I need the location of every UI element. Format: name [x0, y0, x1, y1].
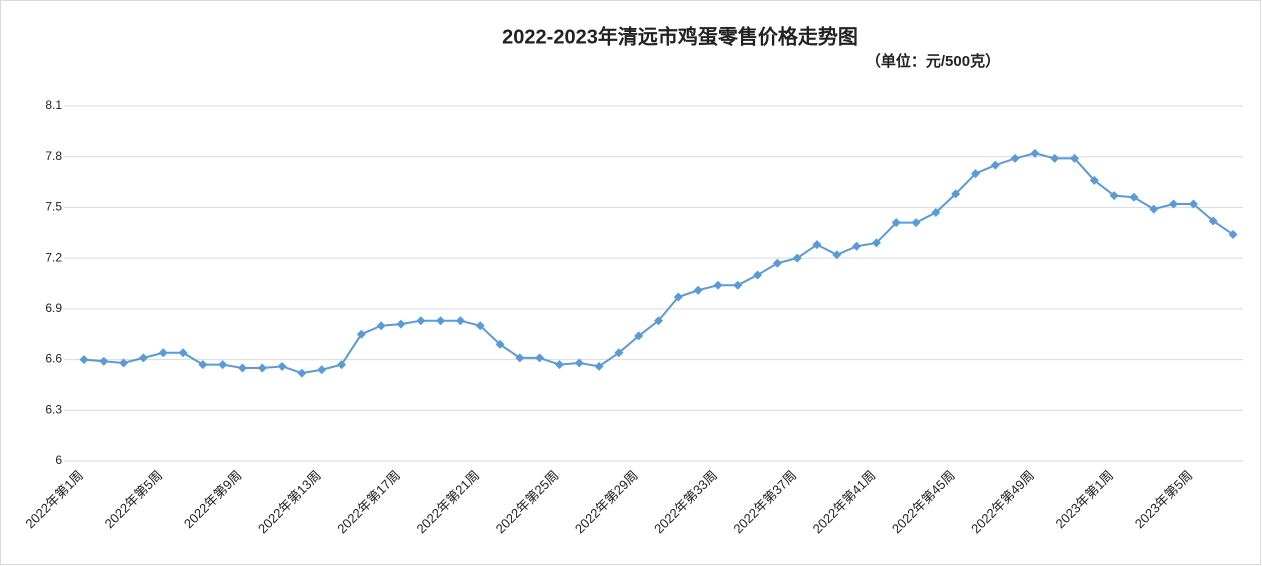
marker [1188, 199, 1198, 209]
marker [554, 360, 564, 370]
marker [396, 319, 406, 329]
marker [416, 316, 426, 326]
marker [158, 348, 168, 358]
marker [693, 285, 703, 295]
marker [1129, 192, 1139, 202]
marker [317, 365, 327, 375]
marker [812, 240, 822, 250]
marker [1208, 216, 1218, 226]
marker [614, 348, 624, 358]
marker [713, 280, 723, 290]
marker [337, 360, 347, 370]
marker [911, 218, 921, 228]
marker [891, 218, 901, 228]
marker [931, 208, 941, 217]
marker [1109, 191, 1119, 201]
marker [455, 316, 465, 326]
marker [495, 339, 505, 349]
marker [535, 353, 545, 363]
marker [99, 356, 109, 366]
marker [277, 361, 287, 371]
marker [654, 316, 663, 326]
marker [475, 321, 485, 331]
marker [198, 360, 208, 370]
y-tick-label: 6.6 [45, 352, 62, 366]
marker [436, 316, 446, 326]
marker [970, 169, 980, 179]
marker [119, 358, 129, 368]
marker [1089, 175, 1099, 185]
marker [1030, 148, 1040, 158]
marker [356, 329, 366, 339]
marker [297, 368, 307, 378]
marker [257, 363, 267, 373]
marker [79, 355, 89, 365]
marker [594, 361, 604, 371]
marker [1050, 153, 1060, 163]
marker [871, 238, 881, 248]
marker [237, 363, 247, 373]
marker [376, 321, 386, 331]
marker [1149, 204, 1159, 214]
marker [733, 280, 743, 290]
y-tick-label: 8.1 [45, 98, 62, 112]
marker [852, 241, 862, 251]
y-tick-label: 7.5 [45, 200, 62, 214]
marker [673, 292, 683, 302]
y-tick-label: 7.8 [45, 149, 62, 163]
chart-subtitle: （单位：元/500克） [866, 52, 1000, 70]
chart-title: 2022-2023年清远市鸡蛋零售价格走势图 [502, 24, 858, 48]
marker [1228, 229, 1238, 239]
marker [515, 353, 525, 363]
y-tick-label: 6 [55, 453, 62, 467]
marker [138, 353, 148, 363]
marker [178, 348, 188, 358]
marker [574, 358, 584, 368]
marker [792, 253, 802, 263]
marker [772, 258, 782, 268]
marker [1169, 199, 1179, 209]
y-tick-label: 7.2 [45, 250, 62, 264]
marker [1010, 153, 1020, 163]
y-tick-label: 6.3 [45, 402, 62, 416]
marker [990, 160, 1000, 170]
marker [1070, 153, 1080, 163]
marker [634, 331, 644, 341]
y-tick-label: 6.9 [45, 301, 62, 315]
marker [832, 250, 842, 260]
marker [218, 360, 228, 370]
marker [753, 270, 763, 280]
marker [951, 189, 961, 199]
